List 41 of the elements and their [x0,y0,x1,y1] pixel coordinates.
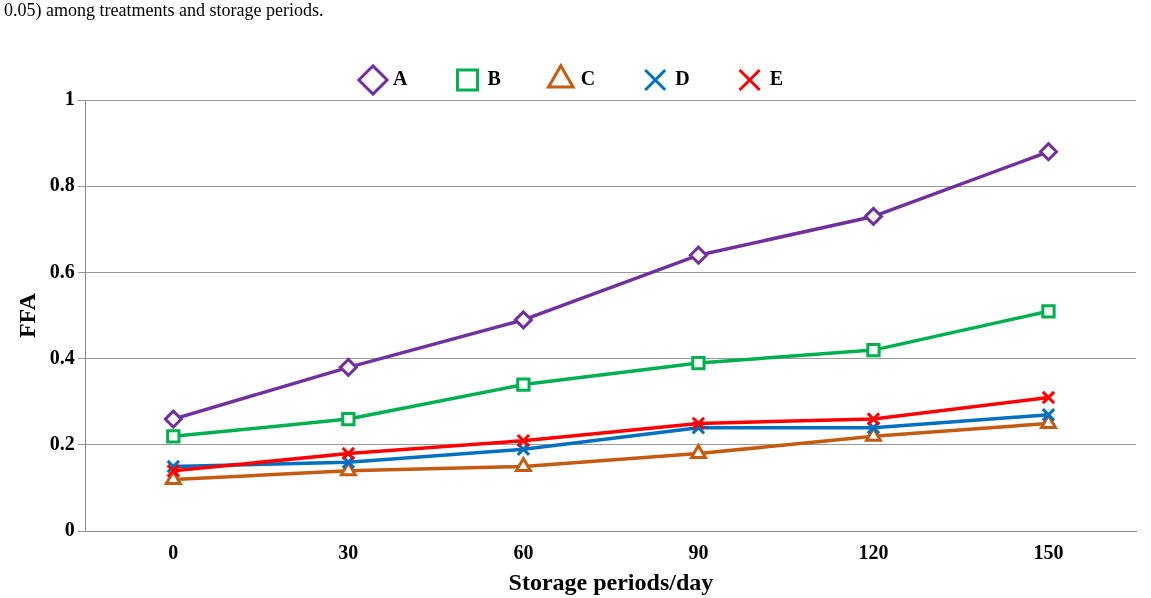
point [1038,142,1058,162]
point [166,463,181,478]
point [1041,390,1056,405]
point [163,409,183,429]
point [341,411,356,427]
point [1041,407,1056,422]
y-axis-title: FFA [13,292,40,339]
point [516,433,531,448]
legend-label: D [675,67,690,90]
y-tick-label: 0.4 [49,345,75,368]
point [338,357,358,377]
point [691,355,706,371]
point [688,245,708,265]
y-tick-label: 1 [64,87,75,110]
point [1041,304,1056,319]
point [341,446,356,461]
point [516,377,531,392]
point [514,457,532,473]
x-axis-title: Storage periods/day [508,568,714,595]
point [513,310,533,330]
point [863,206,883,226]
point [866,411,881,427]
point [866,342,881,358]
legend-label: A [393,67,408,90]
y-tick-label: 0.8 [49,173,75,196]
x-tick-label: 60 [513,541,534,564]
text: 0.05) among treatments and storage periods. [3,0,325,20]
legend-label: C [580,67,596,90]
point [689,444,707,460]
x-tick-label: 30 [338,541,359,564]
y-tick-label: 0 [64,518,75,541]
x-tick-label: 90 [688,541,709,564]
point [166,429,181,444]
legend-label: E [769,67,784,90]
x-tick-label: 0 [168,541,179,564]
legend-label: B [487,67,501,90]
point [691,416,706,431]
x-tick-label: 120 [858,541,889,564]
y-tick-label: 0.6 [49,259,75,282]
x-tick-label: 150 [1033,541,1064,564]
y-tick-label: 0.2 [49,432,75,455]
